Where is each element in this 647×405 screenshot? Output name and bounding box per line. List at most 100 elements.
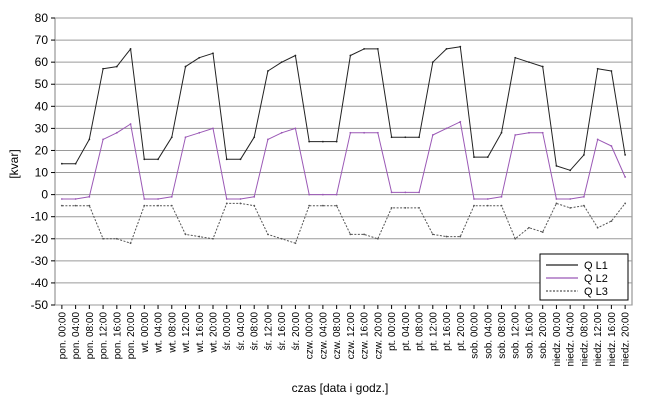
data-point xyxy=(102,67,104,70)
data-point xyxy=(88,195,91,198)
legend-label: Q L1 xyxy=(584,260,608,272)
data-point xyxy=(486,156,489,158)
x-tick-label: pon. 08:00 xyxy=(85,312,96,360)
data-point xyxy=(225,202,228,205)
data-point xyxy=(514,56,517,59)
x-tick-label: śr. 20:00 xyxy=(291,312,302,351)
data-point xyxy=(555,165,558,167)
data-point xyxy=(143,204,146,207)
data-point xyxy=(321,204,324,207)
x-tick-label: czw. 16:00 xyxy=(360,312,371,360)
data-point xyxy=(335,193,338,196)
data-point xyxy=(555,198,558,200)
y-tick-label: 70 xyxy=(35,33,49,47)
data-point xyxy=(596,138,599,141)
data-point xyxy=(404,191,407,194)
data-point xyxy=(418,191,420,194)
data-point xyxy=(102,237,104,240)
data-point xyxy=(390,206,393,209)
data-point xyxy=(115,131,118,134)
data-point xyxy=(445,235,448,238)
data-point xyxy=(596,226,599,229)
data-point xyxy=(486,198,489,200)
data-point xyxy=(376,48,379,50)
x-tick-label: niedz. 16:00 xyxy=(607,312,618,367)
y-tick-label: -30 xyxy=(31,254,49,268)
data-point xyxy=(308,204,311,207)
y-tick-label: -50 xyxy=(31,298,49,312)
data-point xyxy=(294,127,297,130)
data-point xyxy=(143,158,146,161)
data-point xyxy=(349,233,352,236)
data-point xyxy=(514,237,517,240)
data-point xyxy=(157,158,159,161)
data-point xyxy=(610,70,613,72)
data-point xyxy=(624,202,627,205)
x-tick-label: wt. 00:00 xyxy=(140,312,151,354)
data-point xyxy=(418,206,420,209)
data-point xyxy=(376,131,379,134)
data-point xyxy=(88,138,91,141)
data-point xyxy=(157,198,159,200)
data-point xyxy=(431,233,434,236)
data-point xyxy=(349,54,352,57)
legend: Q L1Q L2Q L3 xyxy=(539,253,629,301)
x-tick-label: pon. 16:00 xyxy=(112,312,123,360)
grid-layer xyxy=(54,17,633,306)
data-point xyxy=(280,131,283,134)
data-point xyxy=(583,195,585,198)
data-point xyxy=(267,70,269,72)
data-point xyxy=(212,52,214,55)
x-tick-label: czw. 20:00 xyxy=(373,312,384,360)
data-point xyxy=(596,67,599,70)
data-point xyxy=(473,204,475,207)
y-tick-label: -10 xyxy=(31,210,49,224)
legend-label: Q L2 xyxy=(584,273,608,285)
data-point xyxy=(445,48,448,50)
data-point xyxy=(390,191,393,194)
data-point xyxy=(267,233,269,236)
data-point xyxy=(115,65,118,68)
data-point xyxy=(390,136,393,139)
data-point xyxy=(431,61,434,64)
x-tick-label: śr. 00:00 xyxy=(222,312,233,351)
data-point xyxy=(473,198,475,200)
series-line xyxy=(61,46,626,171)
x-tick-label: czw. 04:00 xyxy=(318,312,329,360)
x-tick-label: sob. 00:00 xyxy=(470,312,481,359)
data-point xyxy=(624,153,627,156)
data-point xyxy=(267,138,269,141)
x-tick-label: sob. 12:00 xyxy=(511,312,522,359)
data-point xyxy=(198,56,201,59)
data-point xyxy=(143,198,146,200)
y-tick-label: 80 xyxy=(35,11,49,25)
x-tick-label: sob. 04:00 xyxy=(483,312,494,359)
data-point xyxy=(102,138,104,141)
data-point xyxy=(445,127,448,130)
data-point xyxy=(376,237,379,240)
data-point xyxy=(500,195,503,198)
data-point xyxy=(404,136,407,139)
data-point xyxy=(459,235,462,238)
data-point xyxy=(225,158,228,161)
x-tick-label: czw. 00:00 xyxy=(305,312,316,360)
series-line xyxy=(61,202,626,244)
x-tick-label: wt. 08:00 xyxy=(167,312,178,354)
data-point xyxy=(555,202,558,205)
data-point xyxy=(239,202,242,205)
x-tick-label: pt. 04:00 xyxy=(401,312,412,351)
data-point xyxy=(198,235,201,238)
x-axis-label: czas [data i godz.] xyxy=(292,381,389,395)
x-tick-label: pt. 00:00 xyxy=(387,312,398,351)
data-point xyxy=(583,204,585,207)
data-point xyxy=(74,162,77,165)
y-tick-label: 60 xyxy=(35,55,49,69)
y-tick-label: 40 xyxy=(35,99,49,113)
x-tick-label: wt. 16:00 xyxy=(195,312,206,354)
x-tick-label: śr. 16:00 xyxy=(277,312,288,351)
data-point xyxy=(170,136,173,139)
data-point xyxy=(431,134,434,136)
x-tick-label: czw. 08:00 xyxy=(332,312,343,360)
data-point xyxy=(88,204,91,207)
